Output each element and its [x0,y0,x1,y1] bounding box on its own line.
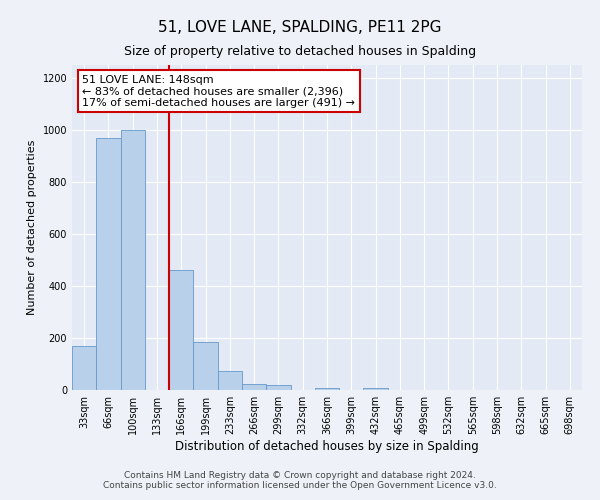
Bar [242,384,266,390]
Bar [193,342,218,390]
Y-axis label: Number of detached properties: Number of detached properties [27,140,37,315]
Bar [364,388,388,390]
Text: Size of property relative to detached houses in Spalding: Size of property relative to detached ho… [124,45,476,58]
Text: Contains HM Land Registry data © Crown copyright and database right 2024.
Contai: Contains HM Land Registry data © Crown c… [103,470,497,490]
Bar [266,386,290,390]
Text: 51, LOVE LANE, SPALDING, PE11 2PG: 51, LOVE LANE, SPALDING, PE11 2PG [158,20,442,35]
Bar [96,138,121,390]
Bar [315,388,339,390]
Bar [218,370,242,390]
Bar [169,270,193,390]
X-axis label: Distribution of detached houses by size in Spalding: Distribution of detached houses by size … [175,440,479,453]
Bar [121,130,145,390]
Text: 51 LOVE LANE: 148sqm
← 83% of detached houses are smaller (2,396)
17% of semi-de: 51 LOVE LANE: 148sqm ← 83% of detached h… [82,74,355,108]
Bar [72,346,96,390]
